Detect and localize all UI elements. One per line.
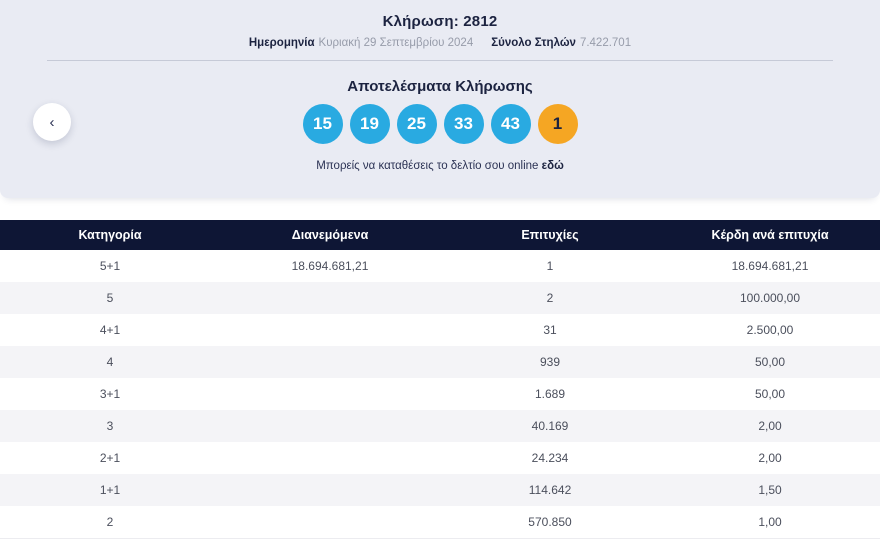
cell-prize: 1,50 bbox=[758, 483, 782, 497]
cell-winners: 2 bbox=[546, 291, 554, 305]
cell-category: 1+1 bbox=[99, 483, 121, 497]
online-submit-link[interactable]: εδώ bbox=[541, 160, 564, 172]
total-columns-value: 7.422.701 bbox=[579, 37, 632, 49]
total-columns-label: Σύνολο Στηλών bbox=[491, 37, 576, 49]
draw-meta-line: Ημερομηνία Κυριακή 29 Σεπτεμβρίου 2024 Σύ… bbox=[0, 37, 880, 49]
cell-prize: 18.694.681,21 bbox=[731, 259, 809, 273]
header-divider bbox=[47, 60, 833, 61]
online-submit-line: Μπορείς να καταθέσεις το δελτίο σου onli… bbox=[0, 160, 880, 172]
cell-prize: 1,00 bbox=[758, 515, 782, 529]
number-ball: 25 bbox=[396, 104, 437, 144]
cell-winners: 939 bbox=[539, 355, 561, 369]
draw-date: Ημερομηνία Κυριακή 29 Σεπτεμβρίου 2024 bbox=[249, 37, 473, 49]
cell-winners: 570.850 bbox=[528, 515, 572, 529]
online-submit-text: Μπορείς να καταθέσεις το δελτίο σου onli… bbox=[316, 160, 539, 172]
number-ball: 15 bbox=[302, 104, 343, 144]
cell-winners: 40.169 bbox=[531, 419, 569, 433]
cell-winners: 1.689 bbox=[534, 387, 566, 401]
number-ball: 43 bbox=[490, 104, 531, 144]
prize-table-body: 5+1 18.694.681,21 1 18.694.681,21 5 2 10… bbox=[0, 250, 880, 539]
cell-prize: 2.500,00 bbox=[746, 323, 794, 337]
table-row: 4+1 31 2.500,00 bbox=[0, 314, 880, 346]
cell-category: 2+1 bbox=[99, 451, 121, 465]
draw-title: Κλήρωση: 2812 bbox=[382, 13, 498, 30]
col-header-distributed: Διανεμόμενα bbox=[291, 228, 369, 242]
cell-category: 3+1 bbox=[99, 387, 121, 401]
cell-distributed: 18.694.681,21 bbox=[291, 259, 369, 273]
cell-prize: 50,00 bbox=[754, 387, 786, 401]
cell-prize: 2,00 bbox=[758, 451, 782, 465]
col-header-prize: Κέρδη ανά επιτυχία bbox=[711, 228, 829, 242]
cell-prize: 50,00 bbox=[754, 355, 786, 369]
cell-winners: 1 bbox=[546, 259, 554, 273]
total-columns: Σύνολο Στηλών 7.422.701 bbox=[491, 37, 631, 49]
cell-category: 2 bbox=[106, 515, 114, 529]
cell-winners: 24.234 bbox=[531, 451, 569, 465]
table-row: 5 2 100.000,00 bbox=[0, 282, 880, 314]
prize-table: Κατηγορία Διανεμόμενα Επιτυχίες Κέρδη αν… bbox=[0, 220, 880, 539]
table-row: 2+1 24.234 2,00 bbox=[0, 442, 880, 474]
previous-draw-button[interactable]: ‹ bbox=[33, 103, 71, 141]
table-row: 5+1 18.694.681,21 1 18.694.681,21 bbox=[0, 250, 880, 282]
results-title: Αποτελέσματα Κλήρωσης bbox=[347, 78, 533, 95]
col-header-category: Κατηγορία bbox=[78, 228, 142, 242]
draw-date-value: Κυριακή 29 Σεπτεμβρίου 2024 bbox=[318, 37, 474, 49]
table-row: 3+1 1.689 50,00 bbox=[0, 378, 880, 410]
draw-date-label: Ημερομηνία bbox=[248, 37, 315, 49]
cell-winners: 114.642 bbox=[528, 483, 572, 497]
cell-category: 5 bbox=[106, 291, 114, 305]
table-row: 4 939 50,00 bbox=[0, 346, 880, 378]
cell-winners: 31 bbox=[543, 323, 557, 337]
winning-numbers: 15 19 25 33 43 1 bbox=[0, 104, 880, 144]
cell-category: 5+1 bbox=[99, 259, 121, 273]
table-row: 2 570.850 1,00 bbox=[0, 506, 880, 538]
chevron-left-icon: ‹ bbox=[49, 113, 55, 131]
number-ball: 33 bbox=[443, 104, 484, 144]
draw-summary-panel: Κλήρωση: 2812 Ημερομηνία Κυριακή 29 Σεπτε… bbox=[0, 0, 880, 198]
cell-category: 4 bbox=[106, 355, 114, 369]
table-row: 3 40.169 2,00 bbox=[0, 410, 880, 442]
col-header-winners: Επιτυχίες bbox=[521, 228, 579, 242]
cell-category: 3 bbox=[106, 419, 114, 433]
table-row: 1+1 114.642 1,50 bbox=[0, 474, 880, 506]
cell-category: 4+1 bbox=[99, 323, 121, 337]
prize-table-header: Κατηγορία Διανεμόμενα Επιτυχίες Κέρδη αν… bbox=[0, 220, 880, 250]
number-ball: 19 bbox=[349, 104, 390, 144]
cell-prize: 2,00 bbox=[758, 419, 782, 433]
bonus-number-ball: 1 bbox=[537, 104, 578, 144]
cell-prize: 100.000,00 bbox=[739, 291, 801, 305]
